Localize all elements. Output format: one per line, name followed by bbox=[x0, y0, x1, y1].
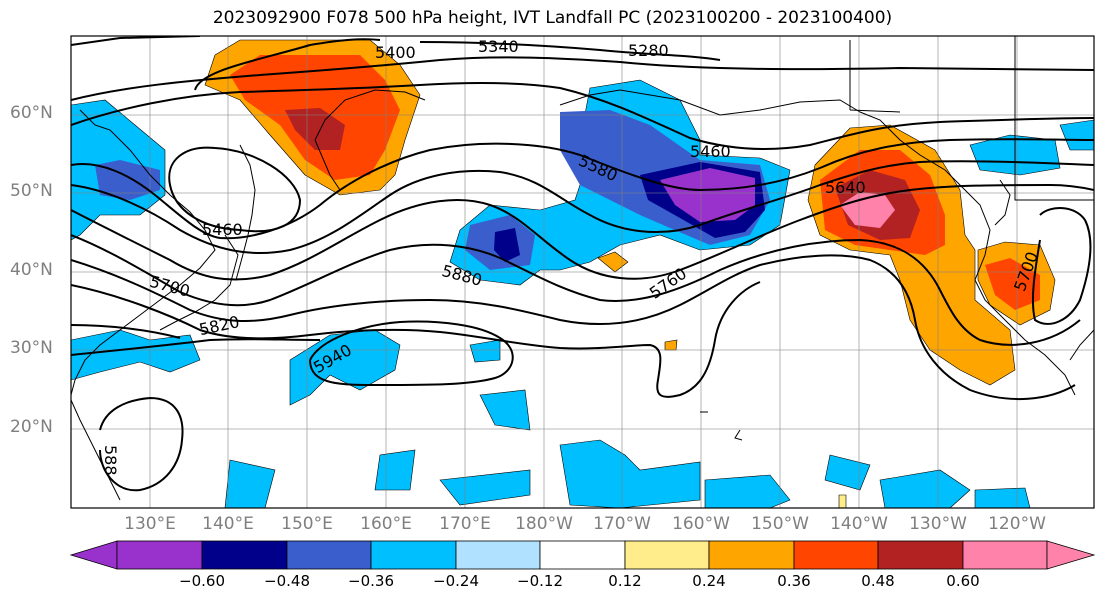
colorbar-segment bbox=[793, 540, 879, 570]
lon-label: 120°W bbox=[988, 514, 1046, 534]
colorbar-tick-label: −0.36 bbox=[348, 572, 394, 590]
colorbar bbox=[69, 540, 1096, 570]
lon-label: 160°W bbox=[672, 514, 730, 534]
colorbar-segment bbox=[455, 540, 541, 570]
lat-label: 40°N bbox=[10, 260, 53, 280]
colorbar-tick-label: −0.60 bbox=[179, 572, 225, 590]
map-frame bbox=[70, 35, 1095, 509]
lon-label: 170°E bbox=[439, 514, 491, 534]
lon-label: 140°E bbox=[202, 514, 254, 534]
colorbar-under-extension bbox=[69, 540, 118, 570]
colorbar-segment bbox=[286, 540, 372, 570]
contour-label: 5340 bbox=[478, 37, 519, 56]
lat-label: 50°N bbox=[10, 181, 53, 201]
lon-label: 130°E bbox=[124, 514, 176, 534]
lon-label: 150°E bbox=[281, 514, 333, 534]
colorbar-tick-label: −0.12 bbox=[517, 572, 563, 590]
colorbar-segment bbox=[116, 540, 203, 570]
colorbar-tick-label: 0.12 bbox=[608, 572, 642, 590]
colorbar-tick-label: 0.48 bbox=[861, 572, 895, 590]
colorbar-segment bbox=[539, 540, 626, 570]
colorbar-segment bbox=[962, 540, 1048, 570]
lon-label: 170°W bbox=[593, 514, 651, 534]
colorbar-segment bbox=[877, 540, 964, 570]
colorbar-segment bbox=[201, 540, 288, 570]
contour-label: 5400 bbox=[375, 43, 416, 62]
colorbar-segment bbox=[708, 540, 795, 570]
colorbar-segment bbox=[370, 540, 457, 570]
colorbar-over-extension bbox=[1046, 540, 1096, 570]
lat-label: 20°N bbox=[10, 417, 53, 437]
lat-label: 60°N bbox=[10, 103, 53, 123]
coastlines bbox=[71, 36, 1094, 501]
colorbar-tick-label: 0.36 bbox=[777, 572, 811, 590]
lon-label: 130°W bbox=[909, 514, 967, 534]
graticule bbox=[71, 36, 1094, 508]
colorbar-tick-label: 0.24 bbox=[692, 572, 726, 590]
height-contours bbox=[71, 36, 1094, 492]
lon-label: 160°E bbox=[360, 514, 412, 534]
contour-label: 5460 bbox=[690, 142, 731, 161]
lon-label: 140°W bbox=[830, 514, 888, 534]
lon-label: 180°W bbox=[515, 514, 573, 534]
colorbar-segment bbox=[624, 540, 710, 570]
map-title: 2023092900 F078 500 hPa height, IVT Land… bbox=[212, 8, 893, 28]
contour-label: 5280 bbox=[628, 41, 669, 60]
map-panel: 5400 5340 5280 5460 5580 5640 5460 5700 … bbox=[71, 36, 1094, 508]
colorbar-tick-label: −0.24 bbox=[433, 572, 479, 590]
lon-label: 150°W bbox=[751, 514, 809, 534]
contour-label: 5460 bbox=[202, 220, 243, 239]
colorbar-tick-label: 0.60 bbox=[946, 572, 980, 590]
contour-label: 588 bbox=[101, 445, 120, 476]
lat-label: 30°N bbox=[10, 338, 53, 358]
ivt-negative-shading bbox=[71, 79, 1094, 508]
contour-label: 5640 bbox=[825, 178, 866, 197]
colorbar-tick-label: −0.48 bbox=[264, 572, 310, 590]
